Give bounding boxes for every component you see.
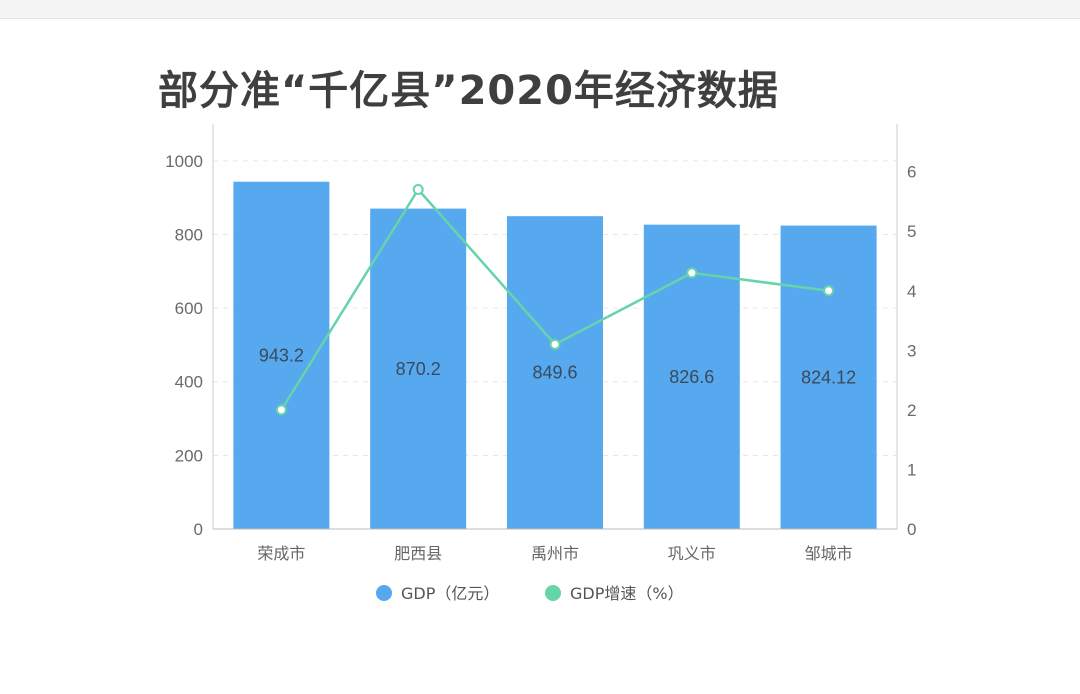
- growth-point-0[interactable]: [275, 404, 287, 416]
- legend-label-gdp[interactable]: GDP（亿元）: [401, 584, 499, 603]
- legend-dot-gdp[interactable]: [376, 585, 392, 601]
- left-tick-label-2: 400: [175, 373, 203, 392]
- category-label-1: 肥西县: [394, 544, 442, 563]
- right-tick-label-6: 6: [907, 163, 916, 182]
- chart-title: 部分准“千亿县”2020年经济数据: [158, 68, 779, 114]
- category-label-4: 邹城市: [805, 544, 853, 563]
- left-y-tick-labels: 0 200 400 600 800 1000: [165, 152, 203, 539]
- right-y-tick-labels: 0 1 2 3 4 5 6: [907, 163, 916, 539]
- right-tick-label-5: 5: [907, 222, 916, 241]
- bar-4[interactable]: [780, 225, 877, 529]
- right-tick-label-0: 0: [907, 520, 916, 539]
- left-tick-label-3: 600: [175, 299, 203, 318]
- browser-top-bar: [0, 0, 1080, 19]
- legend: GDP（亿元） GDP增速（%）: [376, 584, 684, 603]
- bar-value-label-0: 943.2: [259, 345, 304, 365]
- category-label-0: 荣成市: [257, 544, 305, 563]
- growth-point-1[interactable]: [412, 184, 424, 196]
- category-label-2: 禹州市: [531, 544, 579, 563]
- line-series: [275, 184, 835, 416]
- legend-label-growth[interactable]: GDP增速（%）: [570, 584, 684, 603]
- left-tick-label-1: 200: [175, 446, 203, 465]
- bar-series: [233, 181, 877, 530]
- bar-value-label-1: 870.2: [396, 359, 441, 379]
- left-tick-label-0: 0: [194, 520, 203, 539]
- bar-1[interactable]: [370, 208, 467, 529]
- category-label-3: 巩义市: [668, 544, 716, 563]
- right-tick-label-4: 4: [907, 282, 916, 301]
- right-tick-label-3: 3: [907, 341, 916, 360]
- left-tick-label-4: 800: [175, 225, 203, 244]
- bar-0[interactable]: [233, 181, 330, 530]
- growth-point-4[interactable]: [823, 285, 835, 297]
- axes: [212, 124, 898, 530]
- right-tick-label-2: 2: [907, 401, 916, 420]
- growth-point-2[interactable]: [549, 338, 561, 350]
- legend-dot-growth[interactable]: [545, 585, 561, 601]
- left-tick-label-5: 1000: [165, 152, 203, 171]
- bar-2[interactable]: [507, 216, 603, 529]
- right-tick-label-1: 1: [907, 460, 916, 479]
- bar-value-label-4: 824.12: [801, 367, 856, 387]
- bar-value-label-3: 826.6: [669, 367, 714, 387]
- bar-data-labels: 943.2 870.2 849.6 826.6 824.12: [259, 345, 856, 387]
- bar-value-label-2: 849.6: [532, 363, 577, 383]
- x-category-labels: 荣成市 肥西县 禹州市 巩义市 邹城市: [257, 544, 852, 563]
- growth-point-3[interactable]: [686, 267, 698, 279]
